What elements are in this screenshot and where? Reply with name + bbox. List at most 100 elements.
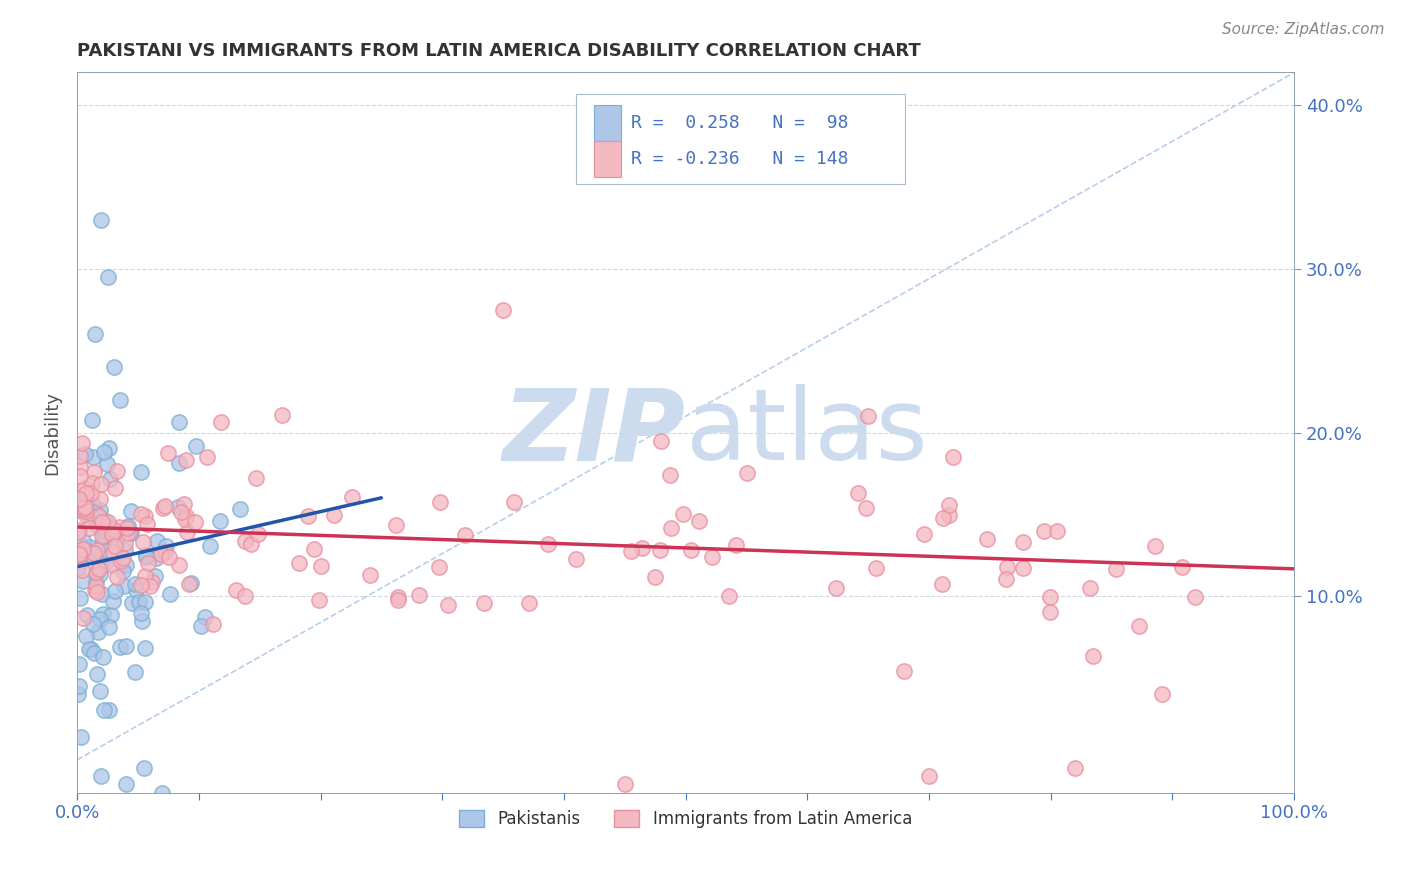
Point bbox=[67, 657, 90, 672]
FancyBboxPatch shape bbox=[576, 94, 904, 184]
Point bbox=[650, 434, 672, 448]
Point bbox=[135, 549, 157, 564]
Point bbox=[186, 439, 208, 453]
Point bbox=[86, 574, 108, 589]
Point bbox=[177, 577, 200, 591]
Point bbox=[194, 609, 217, 624]
Point bbox=[342, 491, 364, 505]
Point bbox=[271, 409, 294, 423]
Point bbox=[942, 450, 965, 464]
Point bbox=[995, 572, 1018, 586]
Point bbox=[117, 518, 139, 533]
Point bbox=[69, 450, 91, 464]
Point bbox=[153, 500, 176, 514]
Point bbox=[108, 392, 131, 407]
Point bbox=[80, 475, 103, 490]
Point bbox=[564, 551, 586, 566]
Point bbox=[84, 582, 107, 597]
Point bbox=[76, 505, 98, 519]
Point bbox=[387, 590, 409, 604]
Point bbox=[1184, 590, 1206, 604]
Point bbox=[77, 546, 100, 560]
Point bbox=[976, 532, 998, 546]
Point bbox=[893, 664, 915, 678]
Point bbox=[184, 516, 207, 530]
Point bbox=[170, 505, 193, 519]
Point bbox=[323, 508, 346, 522]
Point bbox=[134, 569, 156, 583]
Point bbox=[105, 534, 128, 549]
Point bbox=[846, 485, 869, 500]
Point bbox=[1039, 605, 1062, 619]
Point bbox=[537, 537, 560, 551]
Point bbox=[228, 502, 250, 516]
Point bbox=[139, 579, 162, 593]
Point bbox=[96, 524, 118, 539]
Point bbox=[631, 541, 654, 555]
Point bbox=[134, 641, 156, 656]
Point bbox=[93, 517, 115, 532]
Point bbox=[82, 549, 104, 563]
Point bbox=[69, 538, 91, 552]
Point bbox=[96, 457, 118, 471]
Point bbox=[91, 535, 114, 549]
Point bbox=[1039, 591, 1062, 605]
Point bbox=[103, 360, 125, 375]
Point bbox=[725, 538, 748, 552]
Point bbox=[233, 533, 256, 548]
Point bbox=[385, 518, 408, 533]
Point bbox=[129, 465, 152, 479]
Point bbox=[72, 533, 94, 548]
Point bbox=[89, 612, 111, 626]
Point bbox=[96, 270, 118, 285]
Point bbox=[176, 508, 198, 523]
Point bbox=[131, 614, 153, 628]
Point bbox=[93, 445, 115, 459]
Point bbox=[209, 415, 232, 429]
Point bbox=[110, 554, 132, 568]
Point bbox=[136, 556, 159, 570]
Point bbox=[167, 558, 190, 573]
Point bbox=[201, 616, 224, 631]
Point bbox=[93, 703, 115, 717]
Point bbox=[146, 534, 169, 549]
Text: Source: ZipAtlas.com: Source: ZipAtlas.com bbox=[1222, 22, 1385, 37]
Point bbox=[1152, 687, 1174, 701]
Point bbox=[233, 590, 256, 604]
Point bbox=[79, 540, 101, 554]
Point bbox=[855, 501, 877, 516]
Point bbox=[69, 591, 91, 606]
Point bbox=[67, 561, 90, 575]
Point bbox=[1046, 524, 1069, 539]
Point bbox=[688, 514, 710, 528]
Point bbox=[84, 327, 107, 342]
Point bbox=[105, 570, 128, 584]
Point bbox=[86, 666, 108, 681]
Point bbox=[89, 503, 111, 517]
Point bbox=[152, 500, 174, 515]
Point bbox=[150, 548, 173, 562]
Point bbox=[90, 477, 112, 491]
Point bbox=[90, 587, 112, 601]
Point bbox=[735, 467, 758, 481]
Point bbox=[103, 593, 125, 607]
Point bbox=[97, 525, 120, 540]
Point bbox=[472, 596, 495, 610]
Point bbox=[167, 416, 190, 430]
Point bbox=[75, 508, 97, 522]
Point bbox=[73, 500, 96, 515]
Point bbox=[125, 583, 148, 598]
Point bbox=[121, 596, 143, 610]
Point bbox=[87, 508, 110, 523]
Point bbox=[82, 616, 104, 631]
Point bbox=[103, 545, 125, 559]
Point bbox=[157, 445, 180, 459]
Point bbox=[159, 587, 181, 601]
Point bbox=[86, 566, 108, 580]
Point bbox=[90, 769, 112, 783]
Point bbox=[111, 551, 134, 566]
Point bbox=[86, 585, 108, 599]
Point bbox=[644, 570, 666, 584]
Point bbox=[150, 786, 173, 800]
Point bbox=[938, 498, 960, 512]
